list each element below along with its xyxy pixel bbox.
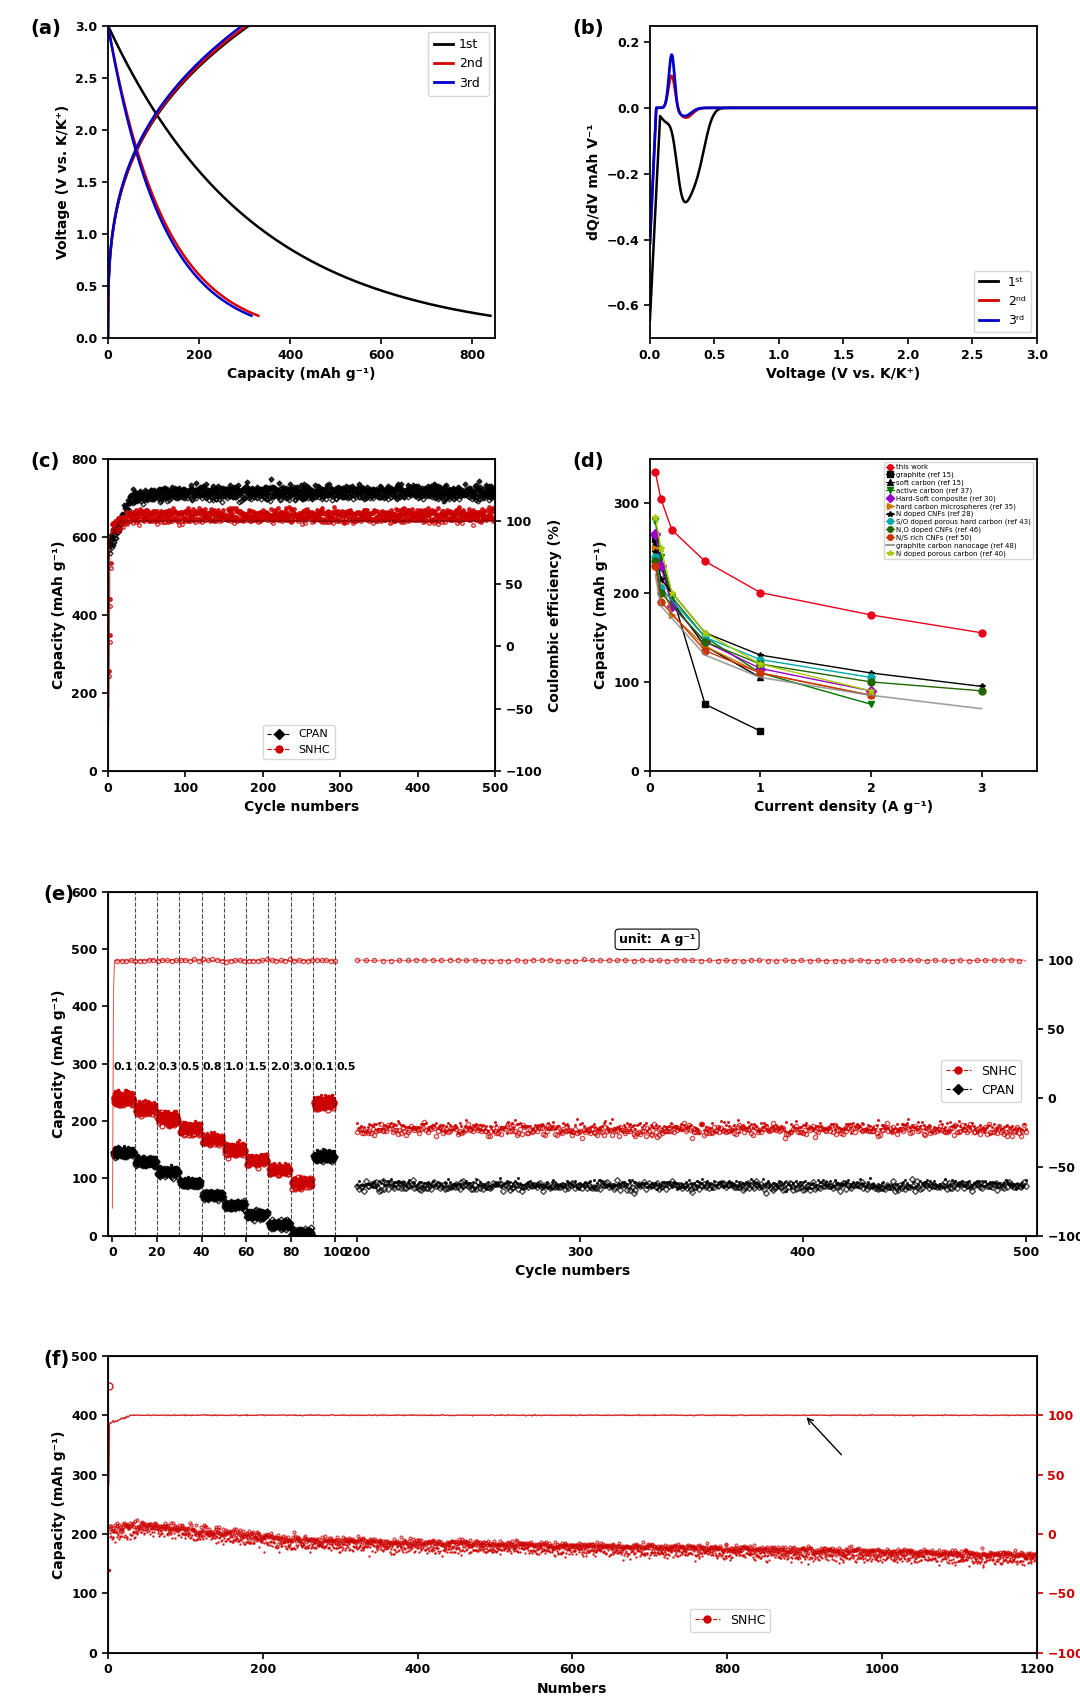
- Text: 0.5: 0.5: [337, 1062, 356, 1072]
- Text: 0.1: 0.1: [314, 1062, 334, 1072]
- Y-axis label: Capacity (mAh g⁻¹): Capacity (mAh g⁻¹): [52, 1430, 66, 1578]
- Text: (d): (d): [572, 452, 604, 472]
- Legend: 1st, 2nd, 3rd: 1st, 2nd, 3rd: [428, 32, 489, 95]
- X-axis label: Capacity (mAh g⁻¹): Capacity (mAh g⁻¹): [227, 368, 376, 382]
- Text: 1.0: 1.0: [225, 1062, 245, 1072]
- Y-axis label: Coulombic efficiency (%): Coulombic efficiency (%): [548, 518, 562, 712]
- Legend: SNHC, CPAN: SNHC, CPAN: [941, 1060, 1022, 1102]
- X-axis label: Voltage (V vs. K/K⁺): Voltage (V vs. K/K⁺): [766, 368, 920, 382]
- X-axis label: Current density (A g⁻¹): Current density (A g⁻¹): [754, 801, 933, 815]
- Y-axis label: Capacity (mAh g⁻¹): Capacity (mAh g⁻¹): [594, 540, 608, 688]
- Y-axis label: dQ/dV mAh V⁻¹: dQ/dV mAh V⁻¹: [588, 124, 602, 240]
- Legend: SNHC: SNHC: [690, 1609, 770, 1632]
- Legend: this work, graphite (ref 15), soft carbon (ref 15), active carbon (ref 37), Hard: this work, graphite (ref 15), soft carbo…: [883, 462, 1034, 559]
- Text: 0.8: 0.8: [203, 1062, 222, 1072]
- Legend: 1ˢᵗ, 2ⁿᵈ, 3ʳᵈ: 1ˢᵗ, 2ⁿᵈ, 3ʳᵈ: [974, 271, 1030, 332]
- X-axis label: Cycle numbers: Cycle numbers: [244, 801, 359, 815]
- Legend: CPAN, SNHC: CPAN, SNHC: [264, 724, 335, 760]
- X-axis label: Cycle numbers: Cycle numbers: [515, 1264, 630, 1278]
- Text: unit:  A g⁻¹: unit: A g⁻¹: [619, 932, 696, 946]
- X-axis label: Numbers: Numbers: [537, 1682, 608, 1695]
- Text: 0.3: 0.3: [159, 1062, 178, 1072]
- Text: (e): (e): [43, 884, 75, 903]
- Y-axis label: Capacity (mAh g⁻¹): Capacity (mAh g⁻¹): [52, 990, 66, 1138]
- Text: 0.5: 0.5: [180, 1062, 200, 1072]
- Text: (a): (a): [30, 19, 62, 37]
- Text: 0.1: 0.1: [113, 1062, 134, 1072]
- Text: (c): (c): [30, 452, 60, 472]
- Text: 2.0: 2.0: [270, 1062, 289, 1072]
- Text: (f): (f): [43, 1350, 69, 1368]
- Text: 1.5: 1.5: [247, 1062, 267, 1072]
- Text: (b): (b): [572, 19, 604, 37]
- Text: 0.2: 0.2: [136, 1062, 156, 1072]
- Y-axis label: Voltage (V vs. K/K⁺): Voltage (V vs. K/K⁺): [56, 104, 70, 259]
- Y-axis label: Capacity (mAh g⁻¹): Capacity (mAh g⁻¹): [52, 540, 66, 688]
- Text: 3.0: 3.0: [292, 1062, 311, 1072]
